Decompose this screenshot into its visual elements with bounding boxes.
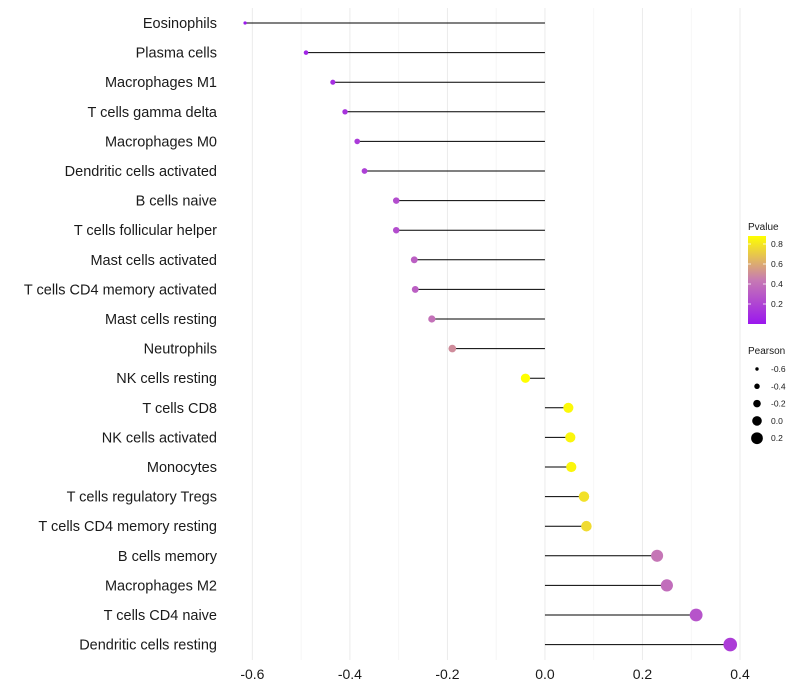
lollipop-dot [566,461,577,473]
lollipop-dots [243,21,738,652]
lollipop-dot [330,79,336,85]
pvalue-tick-label: 0.2 [771,299,783,309]
y-axis-labels: Eosinophils Plasma cells Macrophages M1 T c… [24,16,218,654]
pvalue-tick-label: 0.6 [771,259,783,269]
lollipop-dot [354,138,361,145]
pearson-legend-dot [752,416,762,426]
lollipop-dot [303,50,309,55]
pvalue-legend-ticks: 0.2 0.4 0.6 0.8 [748,239,783,309]
pvalue-tick-label: 0.4 [771,279,783,289]
x-tick-label: -0.6 [240,666,264,682]
y-tick-label: T cells CD4 naive [104,608,217,624]
y-tick-label: Neutrophils [144,342,217,358]
pvalue-legend-title: Pvalue [748,222,779,233]
y-tick-label: NK cells resting [116,371,217,387]
y-tick-label: T cells gamma delta [88,105,218,121]
pearson-legend-label: -0.6 [771,364,786,374]
y-tick-label: Mast cells resting [105,312,217,328]
y-tick-label: Plasma cells [136,46,217,62]
lollipop-dot [392,226,400,234]
lollipop-dot [342,109,348,115]
lollipop-dot [392,197,400,204]
x-tick-label: 0.2 [633,666,653,682]
lollipop-dot [689,608,703,622]
legend: Pvalue 0.2 0.4 0.6 0.8 Pearson -0.6 -0.4 -0.2… [748,222,786,445]
lollipop-dot [410,256,418,264]
y-tick-label: B cells naive [136,194,217,210]
lollipop-dot [565,432,576,443]
y-tick-label: T cells CD4 memory activated [24,282,217,298]
pearson-legend-dot [754,383,760,390]
x-tick-label: -0.4 [338,666,362,682]
lollipop-dot [660,579,673,592]
lollipop-dot [578,491,590,502]
y-tick-label: T cells follicular helper [74,223,217,239]
pearson-legend-title: Pearson [748,346,785,357]
pearson-legend-dot [753,399,761,408]
x-tick-label: 0.4 [730,666,750,682]
y-tick-label: Mast cells activated [90,253,217,269]
pearson-legend-items: -0.6 -0.4 -0.2 0.0 0.2 [751,364,786,445]
x-tick-label: -0.2 [435,666,459,682]
pearson-legend-dot [751,432,763,445]
pearson-legend-label: -0.4 [771,381,786,391]
y-tick-label: Monocytes [147,460,217,476]
lollipop-dot [448,344,457,353]
lollipop-dot [723,637,738,652]
lollipop-dot [520,373,531,383]
x-axis-ticks: -0.6 -0.4 -0.2 0.0 0.2 0.4 [240,666,750,682]
y-tick-label: Macrophages M0 [105,134,217,150]
y-tick-label: Dendritic cells resting [79,638,217,654]
y-tick-label: Macrophages M1 [105,75,217,91]
lollipop-dot [581,520,592,532]
pvalue-tick-label: 0.8 [771,239,783,249]
x-tick-label: 0.0 [535,666,555,682]
y-tick-label: Dendritic cells activated [65,164,217,180]
y-tick-label: Eosinophils [143,16,217,32]
lollipop-dot [361,168,368,174]
y-tick-label: B cells memory [118,549,218,565]
y-tick-label: T cells regulatory Tregs [67,490,217,506]
pearson-legend-label: 0.2 [771,433,783,443]
lollipop-stems [245,22,731,646]
grid [251,8,741,660]
pvalue-colorbar [748,236,766,324]
pearson-legend-label: -0.2 [771,399,786,409]
y-tick-label: T cells CD8 [142,401,217,417]
pearson-legend-dot [755,367,759,371]
pearson-legend-label: 0.0 [771,416,783,426]
lollipop-dot [428,315,436,323]
y-tick-label: Macrophages M2 [105,578,217,594]
lollipop-dot [243,21,247,25]
y-tick-label: T cells CD4 memory resting [38,519,217,535]
y-tick-label: NK cells activated [102,430,217,446]
lollipop-dot [651,549,664,562]
lollipop-dot [563,402,574,413]
lollipop-dot [411,285,419,293]
